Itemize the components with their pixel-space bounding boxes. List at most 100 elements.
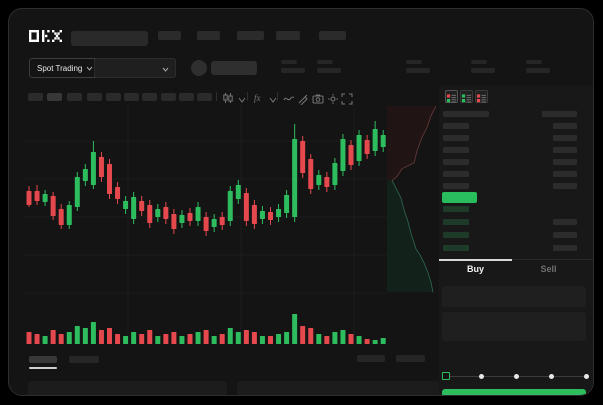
- candle: [123, 201, 129, 209]
- interval-button[interactable]: [124, 93, 139, 101]
- bid-price-skeleton[interactable]: [443, 232, 469, 238]
- volume-bar: [26, 332, 32, 344]
- settings-icon[interactable]: [327, 93, 339, 105]
- candlestick-chart[interactable]: [24, 104, 387, 350]
- book-asks-icon[interactable]: [475, 90, 488, 103]
- bid-size-skeleton[interactable]: [553, 219, 577, 225]
- interval-button[interactable]: [179, 93, 194, 101]
- candle: [50, 196, 56, 216]
- interval-button[interactable]: [161, 93, 176, 101]
- ask-size-skeleton[interactable]: [553, 183, 577, 189]
- nav-item[interactable]: [158, 31, 181, 40]
- indicators-icon[interactable]: fx: [253, 92, 265, 104]
- slider-handle[interactable]: [442, 372, 450, 380]
- volume-bar: [147, 330, 153, 344]
- pair-name-skeleton[interactable]: [211, 61, 257, 75]
- line-style-icon[interactable]: [283, 93, 295, 105]
- ask-price-skeleton[interactable]: [443, 147, 469, 153]
- book-combined-icon[interactable]: [445, 90, 458, 103]
- interval-button[interactable]: [106, 93, 121, 101]
- slider-step-dot[interactable]: [548, 374, 554, 379]
- fullscreen-icon[interactable]: [341, 93, 353, 105]
- nav-item[interactable]: [276, 31, 300, 40]
- mid-price-highlight[interactable]: [442, 192, 477, 203]
- okx-app-window: Spot Trading fx: [8, 8, 594, 396]
- candle: [300, 141, 306, 173]
- interval-button[interactable]: [28, 93, 43, 101]
- ask-size-skeleton[interactable]: [553, 135, 577, 141]
- volume-bar: [123, 336, 129, 344]
- draw-icon[interactable]: [297, 93, 309, 105]
- amount-field[interactable]: [442, 312, 586, 341]
- stat-label-skeleton: [471, 60, 487, 64]
- nav-item[interactable]: [237, 31, 264, 40]
- candle: [187, 213, 193, 221]
- candle: [259, 211, 265, 219]
- bid-price-skeleton[interactable]: [443, 245, 469, 251]
- search-input[interactable]: [71, 31, 148, 46]
- tab-sell[interactable]: Sell: [540, 264, 557, 274]
- ask-size-skeleton[interactable]: [553, 147, 577, 153]
- book-bids-icon[interactable]: [460, 90, 473, 103]
- chart-footer-control[interactable]: [357, 355, 385, 362]
- bottom-tab[interactable]: [69, 356, 99, 363]
- volume-bar: [348, 334, 354, 344]
- candle: [147, 205, 153, 223]
- depth-chart[interactable]: [387, 104, 437, 300]
- candle: [284, 195, 290, 213]
- ask-price-skeleton[interactable]: [443, 171, 469, 177]
- ask-size-skeleton[interactable]: [553, 171, 577, 177]
- interval-button[interactable]: [197, 93, 212, 101]
- volume-bar: [364, 339, 370, 344]
- ask-price-skeleton[interactable]: [443, 135, 469, 141]
- pair-icon[interactable]: [191, 60, 207, 76]
- chevron-down-icon: [162, 67, 169, 72]
- candle: [364, 140, 370, 154]
- interval-button[interactable]: [142, 93, 157, 101]
- volume-bar: [380, 338, 386, 344]
- ask-size-skeleton[interactable]: [553, 123, 577, 129]
- candle: [308, 159, 314, 189]
- pair-select[interactable]: [94, 58, 176, 78]
- candle: [66, 205, 72, 225]
- bottom-tab-active[interactable]: [29, 356, 57, 363]
- candles-icon[interactable]: [222, 92, 234, 104]
- ask-size-skeleton[interactable]: [553, 159, 577, 165]
- market-type-dropdown[interactable]: Spot Trading: [29, 58, 102, 78]
- market-type-label: Spot Trading: [37, 63, 83, 73]
- okx-logo[interactable]: [29, 30, 67, 42]
- candle: [107, 164, 112, 194]
- candle: [356, 135, 362, 161]
- nav-item[interactable]: [197, 31, 220, 40]
- tab-buy[interactable]: Buy: [466, 264, 484, 274]
- ask-price-skeleton[interactable]: [443, 183, 469, 189]
- interval-button[interactable]: [47, 93, 62, 101]
- volume-bar: [107, 328, 112, 344]
- camera-icon[interactable]: [312, 93, 324, 105]
- slider-step-dot[interactable]: [583, 374, 589, 379]
- candle: [115, 187, 121, 199]
- interval-button[interactable]: [87, 93, 102, 101]
- bid-size-skeleton[interactable]: [553, 245, 577, 251]
- bid-price-skeleton[interactable]: [443, 219, 469, 225]
- stat-value-skeleton: [471, 68, 495, 73]
- candle: [179, 215, 185, 223]
- candle: [139, 201, 145, 211]
- buy-button[interactable]: [442, 389, 586, 395]
- ask-price-skeleton[interactable]: [443, 159, 469, 165]
- ask-price-skeleton[interactable]: [443, 123, 469, 129]
- bid-price-skeleton[interactable]: [443, 206, 469, 212]
- bid-size-skeleton[interactable]: [553, 232, 577, 238]
- interval-button[interactable]: [67, 93, 82, 101]
- price-field[interactable]: [442, 286, 586, 307]
- chevron-down-icon: [86, 66, 93, 71]
- slider-step-dot[interactable]: [478, 374, 484, 379]
- slider-step-dot[interactable]: [513, 374, 519, 379]
- chevron-down-icon[interactable]: [267, 94, 279, 106]
- nav-item[interactable]: [319, 31, 346, 40]
- candle: [211, 219, 217, 227]
- volume-bar: [187, 334, 193, 344]
- chart-footer-control[interactable]: [396, 355, 425, 362]
- bids-depth-area: [387, 180, 433, 293]
- chevron-down-icon[interactable]: [236, 94, 248, 106]
